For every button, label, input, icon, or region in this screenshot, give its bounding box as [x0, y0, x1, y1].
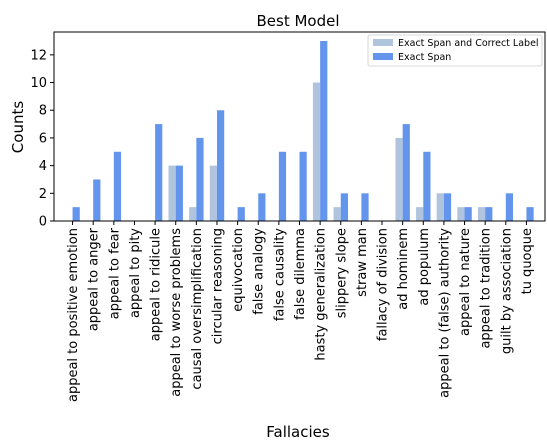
bar-exact-span-appeal-to-tradition: [485, 207, 493, 221]
chart-title: Best Model: [256, 12, 339, 30]
x-tick-label-appeal-to-nature: appeal to nature: [458, 228, 473, 336]
x-tick-label-fallacy-of-division: fallacy of division: [376, 228, 391, 341]
x-tick-label-ad-populum: ad populum: [417, 228, 432, 306]
x-tick-label-appeal-to-tradition: appeal to tradition: [479, 228, 494, 349]
bar-exact-span-guilt-by-association: [505, 193, 514, 221]
x-tick-label-causal-oversimplification: causal oversimplification: [190, 228, 205, 390]
x-tick-label-appeal-to-ridicule: appeal to ridicule: [149, 228, 164, 341]
bar-exact-span-appeal-to-positive-emotion: [72, 207, 80, 221]
bar-exact-span-ad-populum: [423, 151, 431, 221]
bar-exact-span-straw-man: [361, 193, 369, 221]
x-tick-label-ad-hominem: ad hominem: [396, 228, 411, 310]
bar-exact-span-appeal-to-worse-problems: [175, 165, 183, 221]
bar-exact-span-false-causality: [278, 151, 287, 221]
bar-exact-span-and-correct-label-ad-hominem: [395, 137, 403, 221]
x-tick-label-hasty-generalization: hasty generalization: [314, 228, 329, 361]
legend-swatch-exact-span-correct-label: [373, 39, 393, 46]
bar-exact-span-and-correct-label-causal-oversimplification: [189, 207, 197, 221]
bar-exact-span-appeal-to-anger: [93, 179, 101, 221]
bar-exact-span-and-correct-label-hasty-generalization: [312, 82, 321, 221]
y-axis-label: Counts: [9, 101, 27, 154]
y-tick-label-4: 4: [39, 159, 47, 174]
bar-exact-span-slippery-slope: [340, 193, 348, 221]
y-tick-label-8: 8: [39, 104, 47, 119]
bar-exact-span-causal-oversimplification: [196, 137, 204, 221]
bar-exact-span-equivocation: [237, 207, 245, 221]
legend-swatch-exact-span: [373, 53, 393, 60]
x-axis-label: Fallacies: [266, 423, 330, 441]
x-tick-label-guilt-by-association: guilt by association: [499, 228, 514, 354]
bar-exact-span-appeal-to-fear: [113, 151, 122, 221]
bar-exact-span-and-correct-label-appeal-to-false-authority: [436, 193, 444, 221]
bar-exact-span-appeal-to-ridicule: [155, 124, 163, 221]
bar-exact-span-ad-hominem: [402, 124, 410, 221]
legend: Exact Span and Correct Label Exact Span: [367, 34, 543, 67]
bar-exact-span-tu-quoque: [526, 207, 534, 221]
y-tick-label-10: 10: [30, 76, 47, 91]
y-tick-label-12: 12: [30, 48, 47, 63]
y-tick-label-2: 2: [39, 187, 47, 202]
x-tick-label-appeal-to-anger: appeal to anger: [87, 227, 102, 331]
x-tick-label-appeal-to-pity: appeal to pity: [128, 228, 143, 318]
bar-exact-span-and-correct-label-appeal-to-worse-problems: [168, 165, 176, 221]
bar-exact-span-circular-reasoning: [216, 110, 225, 221]
x-tick-label-false-causality: false causality: [272, 228, 287, 321]
x-tick-label-circular-reasoning: circular reasoning: [210, 228, 225, 344]
y-axis: 0 2 4 6 8 10 12: [30, 48, 54, 230]
bar-exact-span-appeal-to-nature: [464, 207, 472, 221]
x-axis: appeal to positive emotion appeal to ange…: [66, 221, 535, 402]
bar-exact-span-false-dilemma: [299, 151, 307, 221]
bar-exact-span-and-correct-label-ad-populum: [416, 207, 424, 221]
bar-exact-span-and-correct-label-appeal-to-nature: [457, 207, 465, 221]
x-tick-label-appeal-to-worse-problems: appeal to worse problems: [169, 228, 184, 397]
x-tick-label-tu-quoque: tu quoque: [520, 228, 535, 294]
x-tick-label-appeal-to-false-authority: appeal to (false) authority: [437, 228, 452, 398]
x-tick-label-equivocation: equivocation: [231, 228, 246, 312]
x-tick-label-false-dilemma: false dilemma: [293, 228, 308, 320]
bar-exact-span-hasty-generalization: [320, 41, 328, 221]
bar-exact-span-and-correct-label-appeal-to-tradition: [477, 207, 486, 221]
legend-label-exact-span-correct-label: Exact Span and Correct Label: [398, 38, 539, 49]
y-tick-label-6: 6: [39, 131, 47, 146]
y-tick-label-0: 0: [39, 215, 47, 230]
x-tick-label-appeal-to-positive-emotion: appeal to positive emotion: [66, 228, 81, 402]
bar-exact-span-and-correct-label-slippery-slope: [333, 207, 341, 221]
x-tick-label-straw-man: straw man: [355, 228, 370, 297]
legend-label-exact-span: Exact Span: [398, 52, 451, 63]
bar-exact-span-and-correct-label-circular-reasoning: [209, 165, 217, 221]
bar-exact-span-false-analogy: [258, 193, 266, 221]
legend-box: [367, 34, 543, 67]
x-tick-label-false-analogy: false analogy: [252, 228, 267, 315]
bars-group: [72, 41, 534, 221]
x-tick-label-appeal-to-fear: appeal to fear: [107, 227, 122, 319]
bar-exact-span-appeal-to-false-authority: [443, 193, 452, 221]
x-tick-label-slippery-slope: slippery slope: [334, 228, 349, 318]
